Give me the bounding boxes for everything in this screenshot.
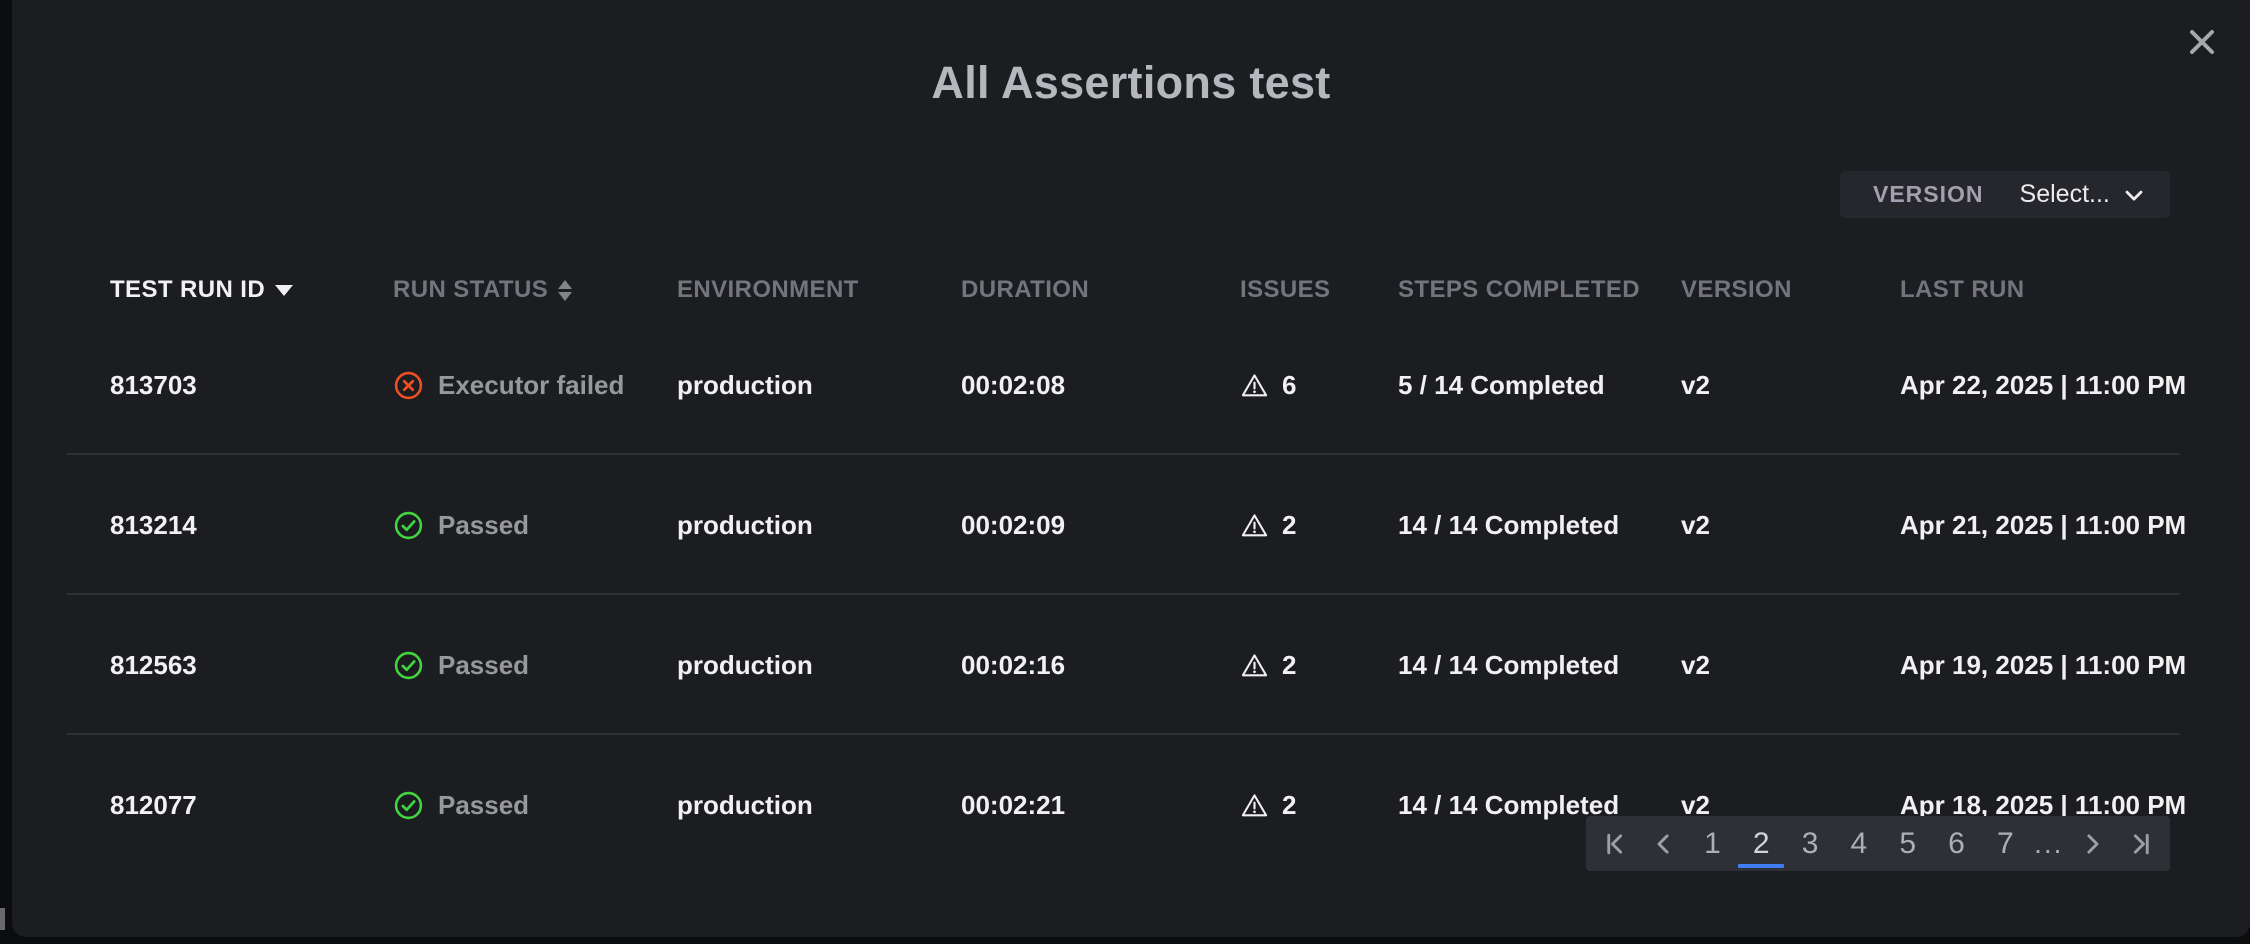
background-page-left-edge: c o a n t bbox=[0, 0, 12, 944]
cell-duration: 00:02:21 bbox=[961, 789, 1066, 820]
table-row[interactable]: 812077 Passed production 00:02:21 bbox=[12, 735, 2250, 875]
page-button-4[interactable]: 4 bbox=[1839, 816, 1879, 871]
cut-text-fragment: t bbox=[0, 620, 12, 651]
cell-version: v2 bbox=[1681, 369, 1710, 400]
column-header-environment: ENVIRONMENT bbox=[677, 276, 859, 303]
status-failed-icon bbox=[393, 370, 424, 401]
pagination-ellipsis: ... bbox=[2034, 827, 2064, 859]
cell-duration: 00:02:09 bbox=[961, 509, 1066, 540]
status-passed-icon bbox=[393, 510, 424, 541]
table-row[interactable]: 813703 Executor failed production 00:02:… bbox=[12, 315, 2250, 455]
first-page-icon bbox=[1600, 829, 1630, 859]
column-header-version: VERSION bbox=[1681, 276, 1792, 303]
run-status-label: Passed bbox=[438, 649, 530, 680]
cell-version: v2 bbox=[1681, 509, 1710, 540]
warning-icon bbox=[1240, 651, 1269, 680]
warning-icon bbox=[1240, 791, 1269, 820]
cell-environment: production bbox=[677, 789, 813, 820]
close-button[interactable] bbox=[2182, 22, 2222, 62]
cell-environment: production bbox=[677, 509, 813, 540]
page-button-2-active[interactable]: 2 bbox=[1741, 816, 1781, 871]
cell-test-run-id: 812563 bbox=[110, 649, 197, 680]
table-header-row: TEST RUN ID RUN STATUS ENVIRONMENT DURAT… bbox=[12, 260, 2250, 320]
cell-duration: 00:02:08 bbox=[961, 369, 1066, 400]
run-status-label: Passed bbox=[438, 509, 530, 540]
version-filter-select[interactable]: VERSION Select... bbox=[1840, 171, 2170, 218]
last-page-icon bbox=[2126, 829, 2156, 859]
cell-test-run-id: 812077 bbox=[110, 789, 197, 820]
cell-run-status: Passed bbox=[393, 790, 677, 821]
first-page-button[interactable] bbox=[1595, 816, 1635, 871]
status-passed-icon bbox=[393, 790, 424, 821]
cell-steps-completed: 14 / 14 Completed bbox=[1398, 649, 1620, 680]
cell-steps-completed: 14 / 14 Completed bbox=[1398, 789, 1620, 820]
table-row[interactable]: 813214 Passed production 00:02:09 bbox=[12, 455, 2250, 595]
cut-ui-fragment bbox=[0, 908, 5, 930]
issues-count: 6 bbox=[1282, 369, 1297, 400]
background-page-bottom-edge bbox=[0, 934, 2250, 944]
warning-icon bbox=[1240, 371, 1269, 400]
column-header-steps-completed: STEPS COMPLETED bbox=[1398, 276, 1641, 303]
next-page-button[interactable] bbox=[2072, 816, 2112, 871]
run-status-label: Executor failed bbox=[438, 369, 625, 400]
page-title: All Assertions test bbox=[931, 57, 1331, 108]
page-button-3[interactable]: 3 bbox=[1790, 816, 1830, 871]
cell-environment: production bbox=[677, 369, 813, 400]
cut-text-fragment: n bbox=[0, 499, 12, 530]
status-passed-icon bbox=[393, 650, 424, 681]
sort-desc-icon bbox=[275, 284, 294, 296]
chevron-right-icon bbox=[2077, 829, 2107, 859]
column-header-test-run-id[interactable]: TEST RUN ID bbox=[110, 276, 393, 304]
cell-test-run-id: 813214 bbox=[110, 509, 197, 540]
cell-version: v2 bbox=[1681, 789, 1710, 820]
page-button-5[interactable]: 5 bbox=[1888, 816, 1928, 871]
cell-steps-completed: 5 / 14 Completed bbox=[1398, 369, 1605, 400]
cell-run-status: Executor failed bbox=[393, 370, 677, 401]
table-body: 813703 Executor failed production 00:02:… bbox=[12, 315, 2250, 875]
cell-steps-completed: 14 / 14 Completed bbox=[1398, 509, 1620, 540]
pagination-bar: 1 2 3 4 5 6 7 ... bbox=[1586, 816, 2170, 871]
cell-last-run: Apr 21, 2025 | 11:00 PM bbox=[1900, 509, 2187, 540]
cell-last-run: Apr 19, 2025 | 11:00 PM bbox=[1900, 649, 2187, 680]
page-button-7[interactable]: 7 bbox=[1985, 816, 2025, 871]
cell-last-run: Apr 22, 2025 | 11:00 PM bbox=[1900, 369, 2187, 400]
chevron-down-icon bbox=[2120, 181, 2148, 209]
issues-count: 2 bbox=[1282, 649, 1297, 680]
last-page-button[interactable] bbox=[2121, 816, 2161, 871]
cell-version: v2 bbox=[1681, 649, 1710, 680]
previous-page-button[interactable] bbox=[1644, 816, 1684, 871]
cell-issues: 2 bbox=[1240, 510, 1398, 541]
cell-last-run: Apr 18, 2025 | 11:00 PM bbox=[1900, 789, 2187, 820]
cell-duration: 00:02:16 bbox=[961, 649, 1066, 680]
cell-test-run-id: 813703 bbox=[110, 369, 197, 400]
column-header-last-run: LAST RUN bbox=[1900, 276, 2025, 303]
page-button-1[interactable]: 1 bbox=[1692, 816, 1732, 871]
warning-icon bbox=[1240, 511, 1269, 540]
cell-run-status: Passed bbox=[393, 510, 677, 541]
close-icon bbox=[2185, 25, 2219, 59]
chevron-left-icon bbox=[1649, 829, 1679, 859]
cell-issues: 6 bbox=[1240, 370, 1398, 401]
cell-run-status: Passed bbox=[393, 650, 677, 681]
column-header-issues: ISSUES bbox=[1240, 276, 1331, 303]
cell-issues: 2 bbox=[1240, 650, 1398, 681]
issues-count: 2 bbox=[1282, 509, 1297, 540]
issues-count: 2 bbox=[1282, 789, 1297, 820]
cut-text-fragment: c bbox=[0, 184, 12, 215]
column-header-run-status[interactable]: RUN STATUS bbox=[393, 276, 677, 304]
table-row[interactable]: 812563 Passed production 00:02:16 bbox=[12, 595, 2250, 735]
cut-text-fragment: o bbox=[0, 290, 12, 321]
page-button-6[interactable]: 6 bbox=[1937, 816, 1977, 871]
sort-toggle-icon bbox=[558, 279, 573, 301]
version-filter-label: VERSION bbox=[1873, 181, 1984, 207]
run-status-label: Passed bbox=[438, 789, 530, 820]
column-header-duration: DURATION bbox=[961, 276, 1090, 303]
cell-issues: 2 bbox=[1240, 790, 1398, 821]
cell-environment: production bbox=[677, 649, 813, 680]
cut-text-fragment: a bbox=[0, 395, 12, 426]
version-filter-value: Select... bbox=[2019, 180, 2110, 208]
all-assertions-modal: All Assertions test VERSION Select... TE… bbox=[12, 0, 2250, 937]
